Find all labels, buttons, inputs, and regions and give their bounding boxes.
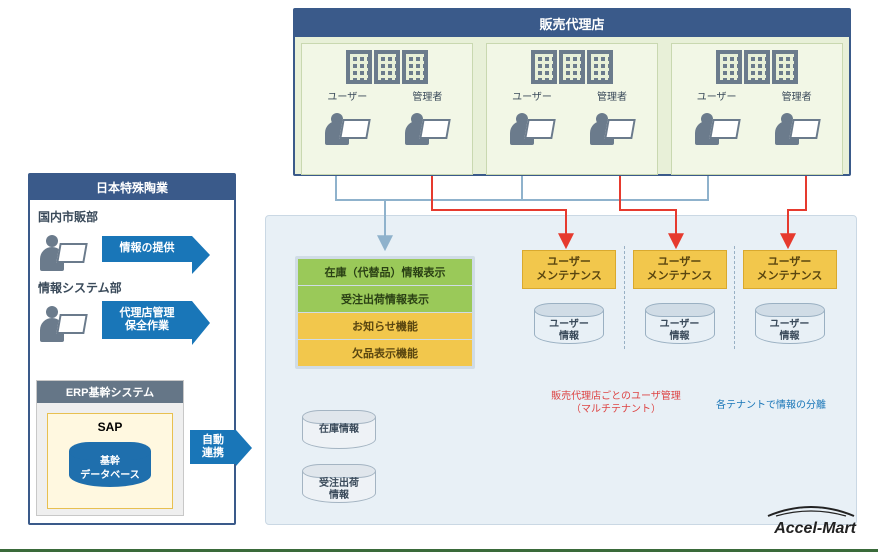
sap-box: SAP 基幹 データベース (47, 413, 173, 509)
auto-link-arrow: 自動 連携 (190, 430, 236, 464)
tenant-note-blue: 各テナントで情報の分離 (716, 396, 856, 411)
arrow-info-provide: 情報の提供 (102, 236, 192, 261)
logo-arc-icon (766, 504, 856, 518)
erp-title: ERP基幹システム (37, 381, 183, 403)
dealer-user: ユーザー (687, 88, 747, 145)
tenant-col: ユーザー メンテナンス ユーザー 情報 (514, 246, 624, 349)
feature-item: 受注出荷情報表示 (298, 286, 472, 313)
dealer-admin-label: 管理者 (782, 88, 812, 103)
dept-label: 情報システム部 (38, 279, 226, 296)
buildings-icon (716, 50, 798, 84)
db-cylinder-icon: 在庫情報 (302, 410, 376, 454)
buildings-icon (346, 50, 428, 84)
tenant-row: ユーザー メンテナンス ユーザー 情報 ユーザー メンテナンス ユーザー 情報 … (514, 246, 846, 349)
buildings-icon (531, 50, 613, 84)
dealer-user: ユーザー (317, 88, 377, 145)
feature-item: 欠品表示機能 (298, 340, 472, 366)
tenant-maint-box: ユーザー メンテナンス (633, 250, 727, 289)
feature-item: 在庫（代替品）情報表示 (298, 259, 472, 286)
db-cylinder-icon: ユーザー 情報 (755, 303, 825, 349)
arrow-admin-maint: 代理店管理 保全作業 (102, 301, 192, 339)
erp-section: ERP基幹システム SAP 基幹 データベース (36, 380, 184, 516)
dept-label: 国内市販部 (38, 208, 226, 225)
tenant-col: ユーザー メンテナンス ユーザー 情報 (734, 246, 844, 349)
person-icon (693, 105, 741, 145)
dealer-admin-label: 管理者 (412, 88, 442, 103)
dealer-user-label: ユーザー (327, 88, 367, 103)
db-cylinder-icon: ユーザー 情報 (645, 303, 715, 349)
db-label: ユーザー 情報 (534, 319, 604, 343)
person-icon (588, 105, 636, 145)
sap-label: SAP (48, 420, 172, 434)
person-icon (38, 227, 98, 271)
dealer-section: 販売代理店 ユーザー 管理者 ユーザー (293, 8, 851, 176)
feature-item: お知らせ機能 (298, 313, 472, 340)
db-label: ユーザー 情報 (755, 319, 825, 343)
db-label: 基幹 (69, 452, 151, 467)
db-stack: 在庫情報 受注出荷 情報 (294, 410, 384, 508)
dealer-admin: 管理者 (397, 88, 457, 145)
db-cylinder-icon: 受注出荷 情報 (302, 464, 376, 508)
db-label: データベース (69, 466, 151, 481)
dealer-sub: ユーザー 管理者 (486, 43, 658, 175)
person-icon (38, 298, 98, 342)
feature-list: 在庫（代替品）情報表示 受注出荷情報表示 お知らせ機能 欠品表示機能 (295, 256, 475, 369)
person-icon (508, 105, 556, 145)
dealer-user-label: ユーザー (512, 88, 552, 103)
db-label: 在庫情報 (302, 424, 376, 436)
person-icon (403, 105, 451, 145)
accel-mart-logo: Accel-Mart (774, 520, 856, 538)
tenant-col: ユーザー メンテナンス ユーザー 情報 (624, 246, 734, 349)
dept-domestic: 国内市販部 情報の提供 (38, 208, 226, 271)
dealer-sub: ユーザー 管理者 (301, 43, 473, 175)
dealer-sub: ユーザー 管理者 (671, 43, 843, 175)
tenant-note-red: 販売代理店ごとのユーザ管理 （マルチテナント） (526, 390, 706, 416)
auto-link-label: 自動 連携 (190, 430, 236, 464)
dealer-row: ユーザー 管理者 ユーザー 管理者 (295, 37, 849, 175)
person-icon (773, 105, 821, 145)
dealer-title: 販売代理店 (295, 10, 849, 37)
tenant-maint-box: ユーザー メンテナンス (522, 250, 616, 289)
company-title: 日本特殊陶業 (30, 175, 234, 200)
tenant-maint-box: ユーザー メンテナンス (743, 250, 837, 289)
dealer-user: ユーザー (502, 88, 562, 145)
dealer-user-label: ユーザー (697, 88, 737, 103)
dealer-admin: 管理者 (582, 88, 642, 145)
db-cylinder-icon: 基幹 データベース (69, 442, 151, 492)
db-label: 受注出荷 情報 (302, 478, 376, 502)
db-cylinder-icon: ユーザー 情報 (534, 303, 604, 349)
dept-it: 情報システム部 代理店管理 保全作業 (38, 279, 226, 342)
dealer-admin: 管理者 (767, 88, 827, 145)
person-icon (323, 105, 371, 145)
db-label: ユーザー 情報 (645, 319, 715, 343)
dealer-admin-label: 管理者 (597, 88, 627, 103)
